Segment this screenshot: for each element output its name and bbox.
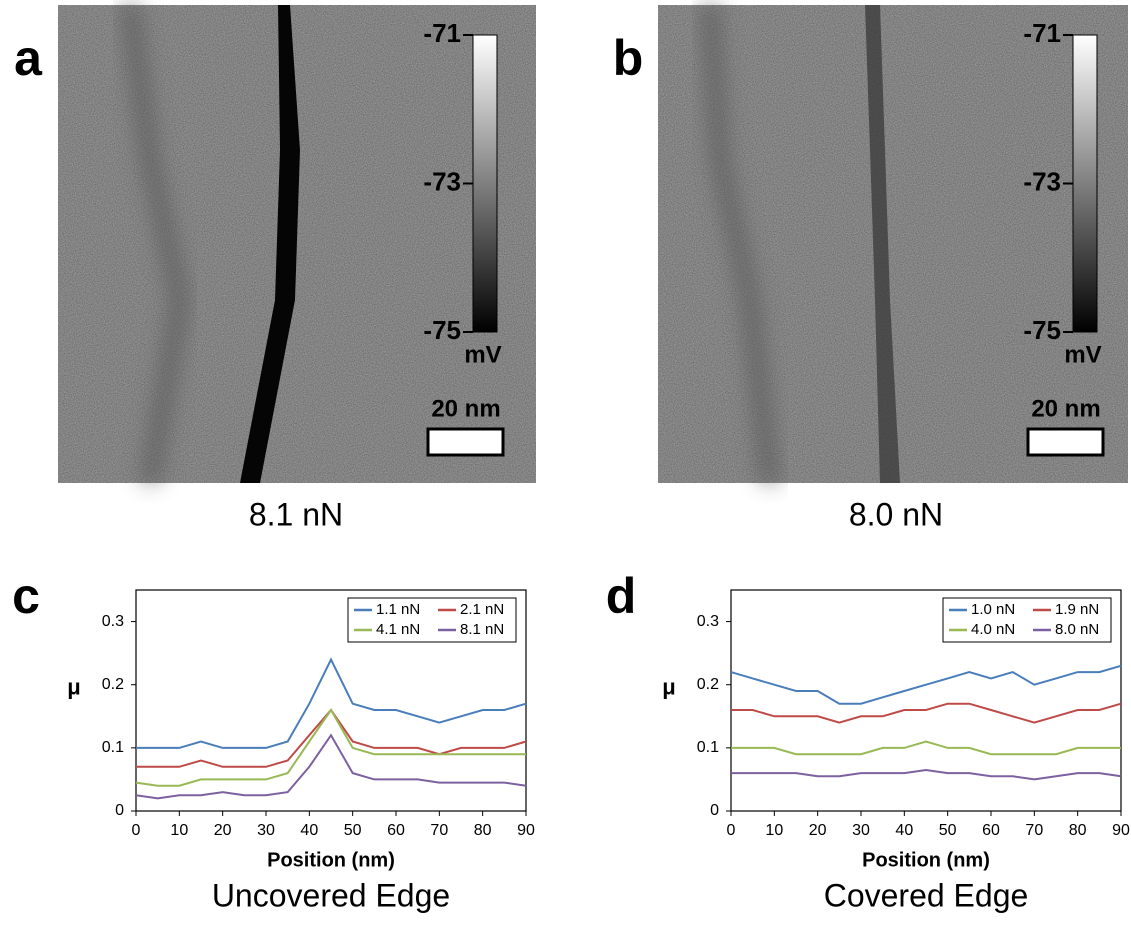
series-line [731,768,1122,781]
colorbar-tick-label: -71 [1023,18,1061,48]
x-axis-label: Position (nm) [862,849,990,871]
y-tick-label: 0 [710,802,719,819]
colorbar-unit: mV [464,341,501,368]
colorbar [472,34,498,333]
x-tick-label: 30 [257,822,275,839]
scalebar [426,427,505,457]
legend-label: 8.1 nN [460,621,504,638]
x-tick-label: 80 [1069,822,1087,839]
image-caption: 8.0 nN [849,496,943,532]
legend-box [347,597,517,643]
panel-label: b [613,30,644,86]
x-tick-label: 20 [214,822,232,839]
x-tick-label: 60 [387,822,405,839]
series-line [731,740,1121,756]
afm-image [58,5,536,483]
x-tick-label: 90 [517,822,535,839]
image-feature [240,5,300,483]
x-tick-label: 70 [430,822,448,839]
colorbar-unit: mV [1064,341,1101,368]
scalebar-label: 20 nm [431,395,500,422]
plot-frame [730,589,1122,812]
y-tick-label: 0.3 [102,613,124,630]
plot-frame [135,589,527,812]
legend-label: 2.1 nN [460,601,504,618]
chart-caption: Covered Edge [824,877,1029,913]
x-tick-label: 0 [727,822,736,839]
x-tick-label: 20 [809,822,827,839]
legend-label: 4.0 nN [971,621,1015,638]
y-axis-label: μ [67,674,80,699]
series-line [136,708,527,768]
x-tick-label: 60 [982,822,1000,839]
panel-label: c [12,568,40,624]
colorbar-tick-label: -73 [423,166,461,196]
x-tick-label: 40 [300,822,318,839]
x-tick-label: 50 [939,822,957,839]
colorbar-tick-label: -75 [423,315,461,345]
colorbar-tick-label: -71 [423,18,461,48]
scalebar-label: 20 nm [1031,395,1100,422]
x-tick-label: 70 [1025,822,1043,839]
x-tick-label: 50 [344,822,362,839]
y-tick-label: 0.3 [697,613,719,630]
x-tick-label: 10 [765,822,783,839]
y-tick-label: 0.1 [697,739,719,756]
y-tick-label: 0.2 [102,676,124,693]
panel-label: d [606,568,637,624]
y-axis-label: μ [662,674,675,699]
legend-label: 1.1 nN [376,601,420,618]
legend-label: 1.0 nN [971,601,1015,618]
scalebar [1026,427,1105,457]
y-tick-label: 0 [115,802,124,819]
panel-label: a [14,30,43,86]
x-tick-label: 90 [1112,822,1130,839]
x-tick-label: 40 [895,822,913,839]
y-tick-label: 0.2 [697,676,719,693]
colorbar-tick-label: -75 [1023,315,1061,345]
image-feature [120,5,190,483]
series-line [731,702,1122,724]
image-feature [700,5,780,483]
y-tick-label: 0.1 [102,739,124,756]
x-tick-label: 0 [132,822,141,839]
colorbar-tick-label: -73 [1023,166,1061,196]
legend-label: 1.9 nN [1055,601,1099,618]
series-line [135,733,527,800]
afm-image [658,5,1128,483]
x-tick-label: 80 [474,822,492,839]
series-line [136,657,527,749]
legend-label: 8.0 nN [1055,621,1099,638]
chart-caption: Uncovered Edge [212,877,450,913]
image-caption: 8.1 nN [249,496,343,532]
x-tick-label: 10 [170,822,188,839]
legend-box [942,597,1112,643]
image-feature [865,5,900,483]
colorbar [1072,34,1098,333]
x-axis-label: Position (nm) [267,849,395,871]
x-tick-label: 30 [852,822,870,839]
series-line [135,708,526,787]
legend-label: 4.1 nN [376,621,420,638]
series-line [730,664,1122,705]
